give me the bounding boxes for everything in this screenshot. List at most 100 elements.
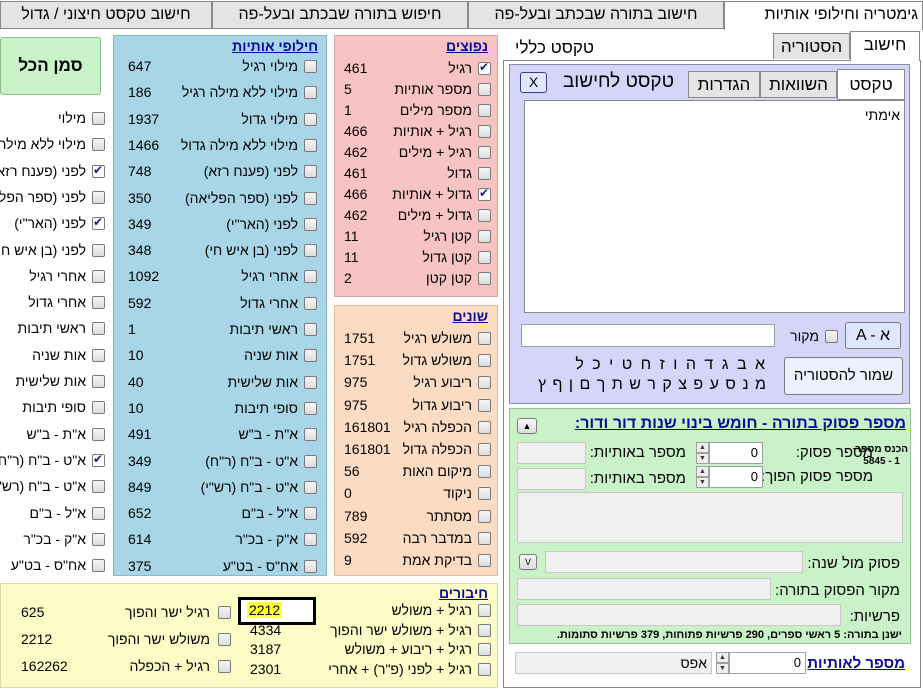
tab-search-torah[interactable]: חיפוש בתורה שבכתב ובעל-פה — [212, 1, 468, 28]
clear-text-button[interactable]: X — [520, 72, 547, 93]
exchange-item-checkbox[interactable] — [304, 454, 317, 468]
common-item-checkbox[interactable] — [478, 125, 491, 138]
select-all-button[interactable]: סמן הכל — [0, 37, 101, 95]
exchange-item-checkbox[interactable] — [304, 480, 317, 494]
side-item-checkbox[interactable] — [92, 506, 105, 520]
combo-checkbox[interactable] — [478, 623, 491, 637]
tab-text[interactable]: טקסט — [837, 69, 905, 100]
common-item-checkbox[interactable] — [478, 209, 491, 222]
exchange-item-checkbox[interactable] — [304, 533, 317, 547]
number-to-letters-input[interactable]: 0 — [729, 652, 806, 674]
common-item-checkbox[interactable] — [478, 230, 491, 243]
side-item-checkbox[interactable] — [92, 322, 105, 336]
combo-checkbox[interactable] — [218, 606, 231, 619]
reverse-verse-up[interactable]: ▲ — [696, 466, 709, 477]
side-item-checkbox[interactable] — [92, 452, 105, 467]
source-checkbox[interactable] — [825, 330, 838, 343]
verse-number-input[interactable]: 0 — [709, 442, 763, 464]
common-item-checkbox[interactable] — [478, 146, 491, 159]
combo-checkbox[interactable] — [218, 660, 231, 673]
save-history-button[interactable]: שמור להסטוריה — [784, 357, 903, 395]
common-item-checkbox[interactable] — [478, 167, 491, 180]
az-button[interactable]: A - א — [845, 322, 901, 349]
exchange-item-checkbox[interactable] — [304, 60, 317, 73]
common-item-checkbox[interactable] — [478, 104, 491, 117]
side-item-checkbox[interactable] — [92, 401, 105, 415]
combo-checkbox[interactable] — [478, 604, 491, 617]
tab-external-text[interactable]: חישוב טקסט חיצוני / גדול — [0, 1, 212, 28]
verse-info: ישנן בתורה: 5 ראשי ספרים, 290 פרשיות פתו… — [556, 629, 902, 641]
side-item-checkbox[interactable] — [92, 243, 105, 257]
exchange-item-checkbox[interactable] — [304, 270, 317, 284]
side-item-checkbox[interactable] — [92, 190, 105, 204]
various-item-checkbox[interactable] — [478, 487, 491, 501]
text-input[interactable]: אימתי — [524, 100, 905, 313]
side-item-checkbox[interactable] — [92, 112, 105, 125]
common-item-checkbox[interactable] — [478, 83, 491, 96]
various-item-checkbox[interactable] — [478, 554, 491, 567]
exchange-item-checkbox[interactable] — [304, 323, 317, 336]
various-item-checkbox[interactable] — [478, 354, 491, 368]
side-item-checkbox[interactable] — [92, 427, 105, 441]
combo-checkbox[interactable] — [478, 662, 491, 676]
exchange-item-checkbox[interactable] — [304, 559, 317, 573]
exchange-item-label: אחרי גדול — [240, 294, 298, 311]
common-item-checkbox[interactable] — [478, 251, 491, 264]
side-item-checkbox[interactable] — [92, 215, 105, 231]
exchange-item-checkbox[interactable] — [304, 428, 317, 442]
various-item-checkbox[interactable] — [478, 465, 491, 479]
side-item-checkbox[interactable] — [92, 296, 105, 310]
common-item-checkbox[interactable] — [478, 272, 491, 285]
side-item-checkbox[interactable] — [92, 348, 105, 362]
various-panel — [334, 305, 498, 576]
common-item-checkbox[interactable] — [478, 186, 491, 201]
common-item-checkbox[interactable] — [478, 60, 491, 75]
verse-collapse-button[interactable]: ▲ — [517, 418, 537, 434]
exchange-item-checkbox[interactable] — [304, 86, 317, 100]
exchange-item-checkbox[interactable] — [304, 401, 317, 415]
exchange-item-value: 350 — [128, 189, 152, 206]
verse-number-up[interactable]: ▲ — [696, 442, 709, 453]
exchange-item-checkbox[interactable] — [304, 349, 317, 363]
various-item-checkbox[interactable] — [478, 531, 491, 545]
side-item-checkbox[interactable] — [92, 559, 105, 573]
various-item-checkbox[interactable] — [478, 376, 491, 390]
number-to-letters-up[interactable]: ▲ — [716, 652, 729, 663]
various-item-checkbox[interactable] — [478, 509, 491, 523]
reverse-verse-input[interactable]: 0 — [709, 466, 763, 488]
year-dropdown-button[interactable]: V — [519, 554, 537, 570]
exchange-item-checkbox[interactable] — [304, 507, 317, 521]
tab-comparisons[interactable]: השוואות — [760, 71, 837, 98]
tab-history[interactable]: הסטוריה — [773, 33, 850, 59]
side-item-checkbox[interactable] — [92, 532, 105, 546]
side-item-checkbox[interactable] — [92, 375, 105, 388]
various-item-checkbox[interactable] — [478, 443, 491, 456]
number-to-letters-down[interactable]: ▼ — [716, 663, 729, 674]
exchange-item-checkbox[interactable] — [304, 165, 317, 179]
combo-checkbox[interactable] — [218, 633, 231, 646]
side-item-checkbox[interactable] — [92, 269, 105, 283]
tab-calc-torah[interactable]: חישוב בתורה שבכתב ובעל-פה — [468, 1, 724, 28]
exchange-item-checkbox[interactable] — [304, 244, 317, 258]
exchange-item-checkbox[interactable] — [304, 375, 317, 389]
side-item-checkbox[interactable] — [92, 163, 105, 178]
exchange-item-checkbox[interactable] — [304, 112, 317, 126]
various-item-checkbox[interactable] — [478, 332, 491, 345]
side-item-checkbox[interactable] — [92, 138, 105, 152]
source-input[interactable] — [521, 324, 775, 347]
various-item-checkbox[interactable] — [478, 398, 491, 412]
exchange-item-checkbox[interactable] — [304, 138, 317, 152]
reverse-verse-down[interactable]: ▼ — [696, 477, 709, 488]
tab-gematria[interactable]: גימטריה וחילופי אותיות — [724, 1, 923, 30]
exchange-item-checkbox[interactable] — [304, 191, 317, 205]
various-item-checkbox[interactable] — [478, 420, 491, 434]
combo-checkbox[interactable] — [478, 643, 491, 656]
letters-row-1[interactable]: א ב ג ד ה ו ז ח ט י כ ל — [575, 356, 767, 373]
tab-settings[interactable]: הגדרות — [688, 71, 760, 98]
exchange-item-checkbox[interactable] — [304, 296, 317, 310]
verse-number-down[interactable]: ▼ — [696, 453, 709, 464]
side-item-checkbox[interactable] — [92, 480, 105, 494]
letters-row-2[interactable]: מ נ ס ע פ צ ק ר ש ת ך ם ן ף ץ — [537, 376, 767, 393]
exchange-item-checkbox[interactable] — [304, 217, 317, 231]
tab-calc[interactable]: חישוב — [850, 31, 920, 61]
